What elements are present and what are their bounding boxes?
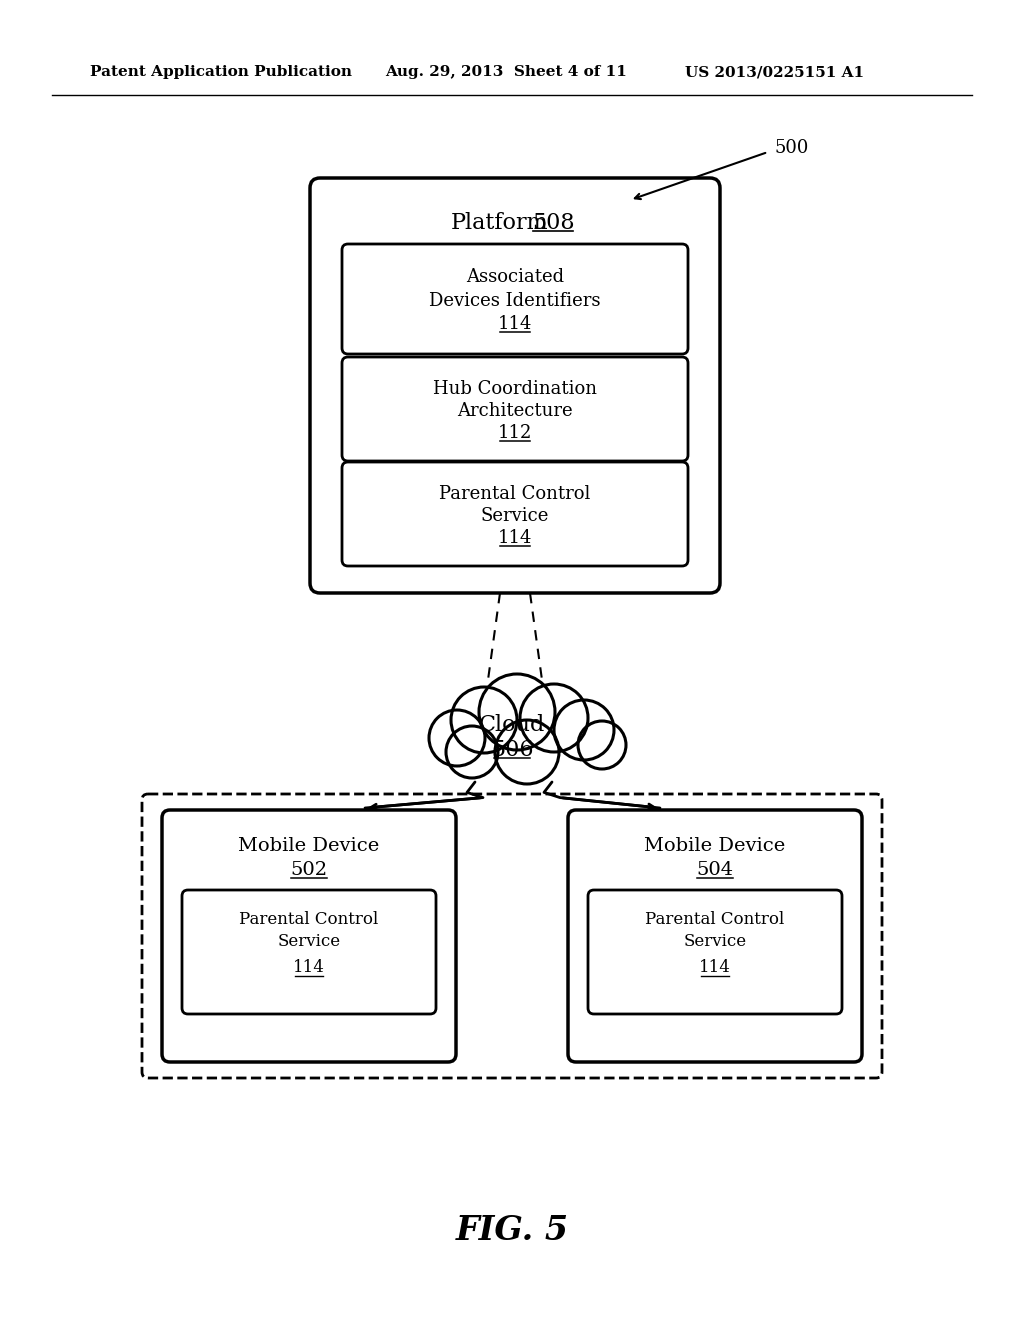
- Text: Service: Service: [683, 933, 746, 950]
- Text: Aug. 29, 2013  Sheet 4 of 11: Aug. 29, 2013 Sheet 4 of 11: [385, 65, 627, 79]
- Text: Parental Control: Parental Control: [439, 484, 591, 503]
- Circle shape: [495, 719, 559, 784]
- Text: Parental Control: Parental Control: [645, 912, 784, 928]
- Circle shape: [446, 726, 498, 777]
- Text: Service: Service: [481, 507, 549, 525]
- FancyBboxPatch shape: [568, 810, 862, 1063]
- Circle shape: [520, 684, 588, 752]
- Circle shape: [479, 675, 555, 750]
- Text: Architecture: Architecture: [457, 401, 572, 420]
- Text: 114: 114: [498, 315, 532, 334]
- Text: US 2013/0225151 A1: US 2013/0225151 A1: [685, 65, 864, 79]
- FancyBboxPatch shape: [182, 890, 436, 1014]
- Text: 506: 506: [490, 739, 534, 762]
- FancyBboxPatch shape: [310, 178, 720, 593]
- Circle shape: [578, 721, 626, 770]
- Text: 114: 114: [699, 960, 731, 977]
- Text: 112: 112: [498, 424, 532, 442]
- Text: Hub Coordination: Hub Coordination: [433, 380, 597, 397]
- Text: 508: 508: [531, 213, 574, 234]
- Text: Service: Service: [278, 933, 341, 950]
- Circle shape: [429, 710, 485, 766]
- Circle shape: [451, 686, 517, 752]
- Text: 114: 114: [293, 960, 325, 977]
- FancyBboxPatch shape: [342, 244, 688, 354]
- Text: 500: 500: [775, 139, 809, 157]
- Text: 502: 502: [291, 861, 328, 879]
- FancyBboxPatch shape: [342, 462, 688, 566]
- FancyBboxPatch shape: [342, 356, 688, 461]
- FancyBboxPatch shape: [588, 890, 842, 1014]
- Text: Parental Control: Parental Control: [240, 912, 379, 928]
- Text: Mobile Device: Mobile Device: [644, 837, 785, 855]
- Text: 114: 114: [498, 529, 532, 546]
- Text: 504: 504: [696, 861, 733, 879]
- Text: FIG. 5: FIG. 5: [456, 1213, 568, 1246]
- Text: Patent Application Publication: Patent Application Publication: [90, 65, 352, 79]
- FancyBboxPatch shape: [162, 810, 456, 1063]
- Text: Mobile Device: Mobile Device: [239, 837, 380, 855]
- FancyBboxPatch shape: [142, 795, 882, 1078]
- Circle shape: [554, 700, 614, 760]
- Text: Devices Identifiers: Devices Identifiers: [429, 292, 601, 310]
- Text: Associated: Associated: [466, 268, 564, 286]
- Text: Cloud: Cloud: [479, 714, 545, 737]
- Text: Platform: Platform: [452, 213, 549, 234]
